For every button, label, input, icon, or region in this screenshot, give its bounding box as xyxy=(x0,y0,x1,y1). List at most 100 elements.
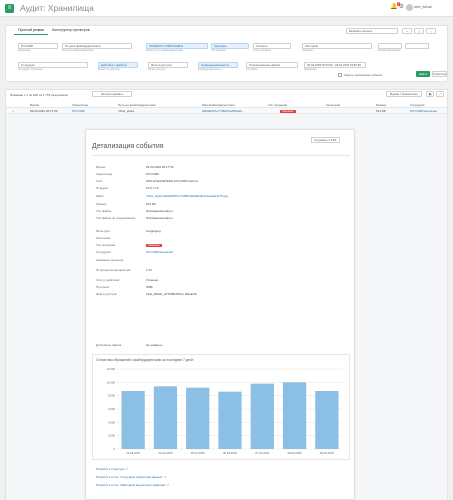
page-title: Аудит: Хранилища xyxy=(20,3,94,13)
field-value: image/jpeg xyxy=(146,229,161,233)
table-header: Время Хранилище Путь до файла/директории… xyxy=(6,102,447,108)
col-name[interactable]: Имя файла/директории xyxy=(202,103,235,107)
bar[interactable] xyxy=(250,383,274,449)
download-icon[interactable]: ⤓ xyxy=(414,28,424,34)
scope-select[interactable]: Время / Хранилище xyxy=(386,91,422,97)
size-filter-label: Размер файла/папки xyxy=(378,50,401,52)
col-category[interactable]: Категории xyxy=(326,103,341,107)
bar[interactable] xyxy=(282,382,307,449)
file-action-filter-label: Фильтр по действию xyxy=(98,69,120,71)
bar[interactable] xyxy=(315,391,339,449)
col-storage[interactable]: Хранилище xyxy=(72,103,89,107)
field-label: Файл: xyxy=(96,194,105,198)
field-label: Хост: xyxy=(96,179,104,183)
file-type-filter-label: Тип файла xyxy=(246,69,258,71)
y-tick-label: 4,000 xyxy=(108,420,115,424)
col-size[interactable]: Размер xyxy=(376,103,387,107)
bar[interactable] xyxy=(218,391,242,449)
col-time[interactable]: Время xyxy=(30,103,40,107)
y-tick-label: 8,000 xyxy=(108,394,115,398)
notification-count: 3 xyxy=(396,2,400,6)
find-button[interactable]: Найти xyxy=(416,71,430,77)
date-range-filter[interactable]: 09.04.2025 00:00:00 - 09.04.2025 23:59:5… xyxy=(304,62,366,68)
add-filter-button[interactable]: + xyxy=(402,28,412,34)
y-tick-label: 0 xyxy=(113,447,115,451)
field-label: Протокол: xyxy=(96,285,110,289)
field-label: Сотрудник: xyxy=(96,250,112,254)
field-label: Флаги доступа: xyxy=(96,292,118,296)
columns-icon[interactable]: ▦ xyxy=(426,91,434,97)
field-label: Статус действия: xyxy=(96,278,121,282)
settings-icon[interactable]: ⚙ xyxy=(398,4,405,10)
bar[interactable] xyxy=(186,387,210,449)
file-type-filter[interactable]: Тип/расширение файла xyxy=(246,62,298,68)
user-name[interactable]: adm_fsbsat xyxy=(414,5,432,9)
field-value: WIN-HVHA0R7ERG.MYCORP.internal xyxy=(146,179,198,183)
access-filter[interactable]: Фильтр доступа xyxy=(148,62,188,68)
field-value[interactable]: MYCORP\autotester xyxy=(146,250,174,254)
bar[interactable] xyxy=(121,391,145,449)
y-tick-label: 2,000 xyxy=(108,434,115,438)
hide-technical-checkbox[interactable] xyxy=(338,73,342,77)
path-filter[interactable]: 3f0d3d0ff7e77386f16a0932 xyxy=(146,43,208,49)
row-employee[interactable]: MYCORP\autotester xyxy=(410,109,438,113)
field-label: IP адрес: xyxy=(96,186,109,190)
size-min-input[interactable] xyxy=(378,43,402,49)
row-name[interactable]: 3f0d3d0ff7e77386f16a0932ab... xyxy=(202,109,245,113)
row-path: \\Test_share xyxy=(118,109,135,113)
filter-select[interactable]: Выберите фильтр xyxy=(346,28,398,34)
table-row[interactable]: ⌄ 09.04.2025 20:17:56 MYCORP \\Test_shar… xyxy=(6,108,447,114)
expand-icon[interactable]: ⤢ xyxy=(436,91,444,97)
duplicates-value: Не найдено xyxy=(146,343,163,347)
categories-filter-label: Категории xyxy=(302,50,313,52)
row-size: 514 КБ xyxy=(376,109,386,113)
field-value: 10.0.7.13 xyxy=(146,186,159,190)
x-tick-label: 03.04.2025 xyxy=(126,451,140,455)
operation-filter[interactable]: Удаление xyxy=(211,43,249,49)
size-max-input[interactable] xyxy=(405,43,429,49)
confidentiality-filter[interactable]: Конфиденциальность xyxy=(198,62,238,68)
categories-filter[interactable]: Категории xyxy=(302,43,372,49)
col-operation[interactable]: Тип операции xyxy=(268,103,288,107)
file-date-filter[interactable]: По дате файла/директории xyxy=(62,43,132,49)
tab-filter-builder[interactable]: Конструктор фильтров xyxy=(52,28,90,32)
access-filter-label: Фильтр доступа xyxy=(148,69,165,71)
field-value: Изображение/фото xyxy=(146,216,173,220)
grid-toolbar: Показано с 1 по 100 из 1 776 результатов… xyxy=(6,90,447,100)
bar[interactable] xyxy=(153,386,178,449)
field-value: Успешно xyxy=(146,278,159,282)
y-tick-label: 12,000 xyxy=(106,367,115,371)
x-tick-label: 07.04.2025 xyxy=(255,451,269,455)
field-label: Название процесса: xyxy=(96,258,125,262)
avatar[interactable] xyxy=(406,4,413,11)
filter-panel: Простой режим Конструктор фильтров Выбер… xyxy=(5,25,448,82)
save-pdf-button[interactable]: Сохранить в PDF xyxy=(311,137,340,143)
storage-filter[interactable]: MYCORP xyxy=(18,43,58,49)
bell-icon[interactable]: 🔔 3 xyxy=(390,2,400,10)
employee-filter[interactable]: Сотрудник xyxy=(18,62,88,68)
x-tick-label: 09.04.2025 xyxy=(320,451,334,455)
reset-button[interactable]: Сбросить xyxy=(432,71,447,77)
field-label: Тип операции: xyxy=(96,243,117,247)
col-employee[interactable]: Сотрудник xyxy=(410,103,425,107)
hide-technical-label: Скрыть технические события xyxy=(344,73,383,77)
tab-simple-mode[interactable]: Простой режим xyxy=(14,26,48,35)
more-icon[interactable]: ⋮ xyxy=(426,28,436,34)
export-button[interactable]: Экспортировать xyxy=(92,91,132,97)
row-storage[interactable]: MYCORP xyxy=(72,109,86,113)
collapse-icon[interactable]: ⌄ xyxy=(12,109,15,113)
chart-title: Статистика обращений к файлу/директории … xyxy=(96,358,194,362)
duplicates-label: Дубликаты файла: xyxy=(96,343,123,347)
date-range-filter-label: Дата/время xyxy=(304,69,317,71)
go-to-file-report-link[interactable]: Перейти в отчет "Файловый аналитика к фа… xyxy=(96,483,170,487)
field-value[interactable]: \\Test_share\3f0d3d0ff7e77386f16a0932ab3… xyxy=(146,194,228,198)
status-filter[interactable]: Успешно xyxy=(253,43,291,49)
menu-icon[interactable]: ≡ xyxy=(5,4,14,13)
go-to-structure-link[interactable]: Перейти к структуре ↗ xyxy=(96,467,128,471)
go-to-employee-report-link[interactable]: Перейти в отчет "Сотрудник Аналитика дан… xyxy=(96,475,167,479)
operation-badge: Удаление xyxy=(146,244,162,248)
col-path[interactable]: Путь до файла/директории xyxy=(118,103,156,107)
file-action-filter[interactable]: Действия с файлом xyxy=(98,62,138,68)
file-date-filter-label: Фильтр по файлу/директории xyxy=(62,50,94,52)
row-operation-badge: Удаление xyxy=(280,110,296,114)
